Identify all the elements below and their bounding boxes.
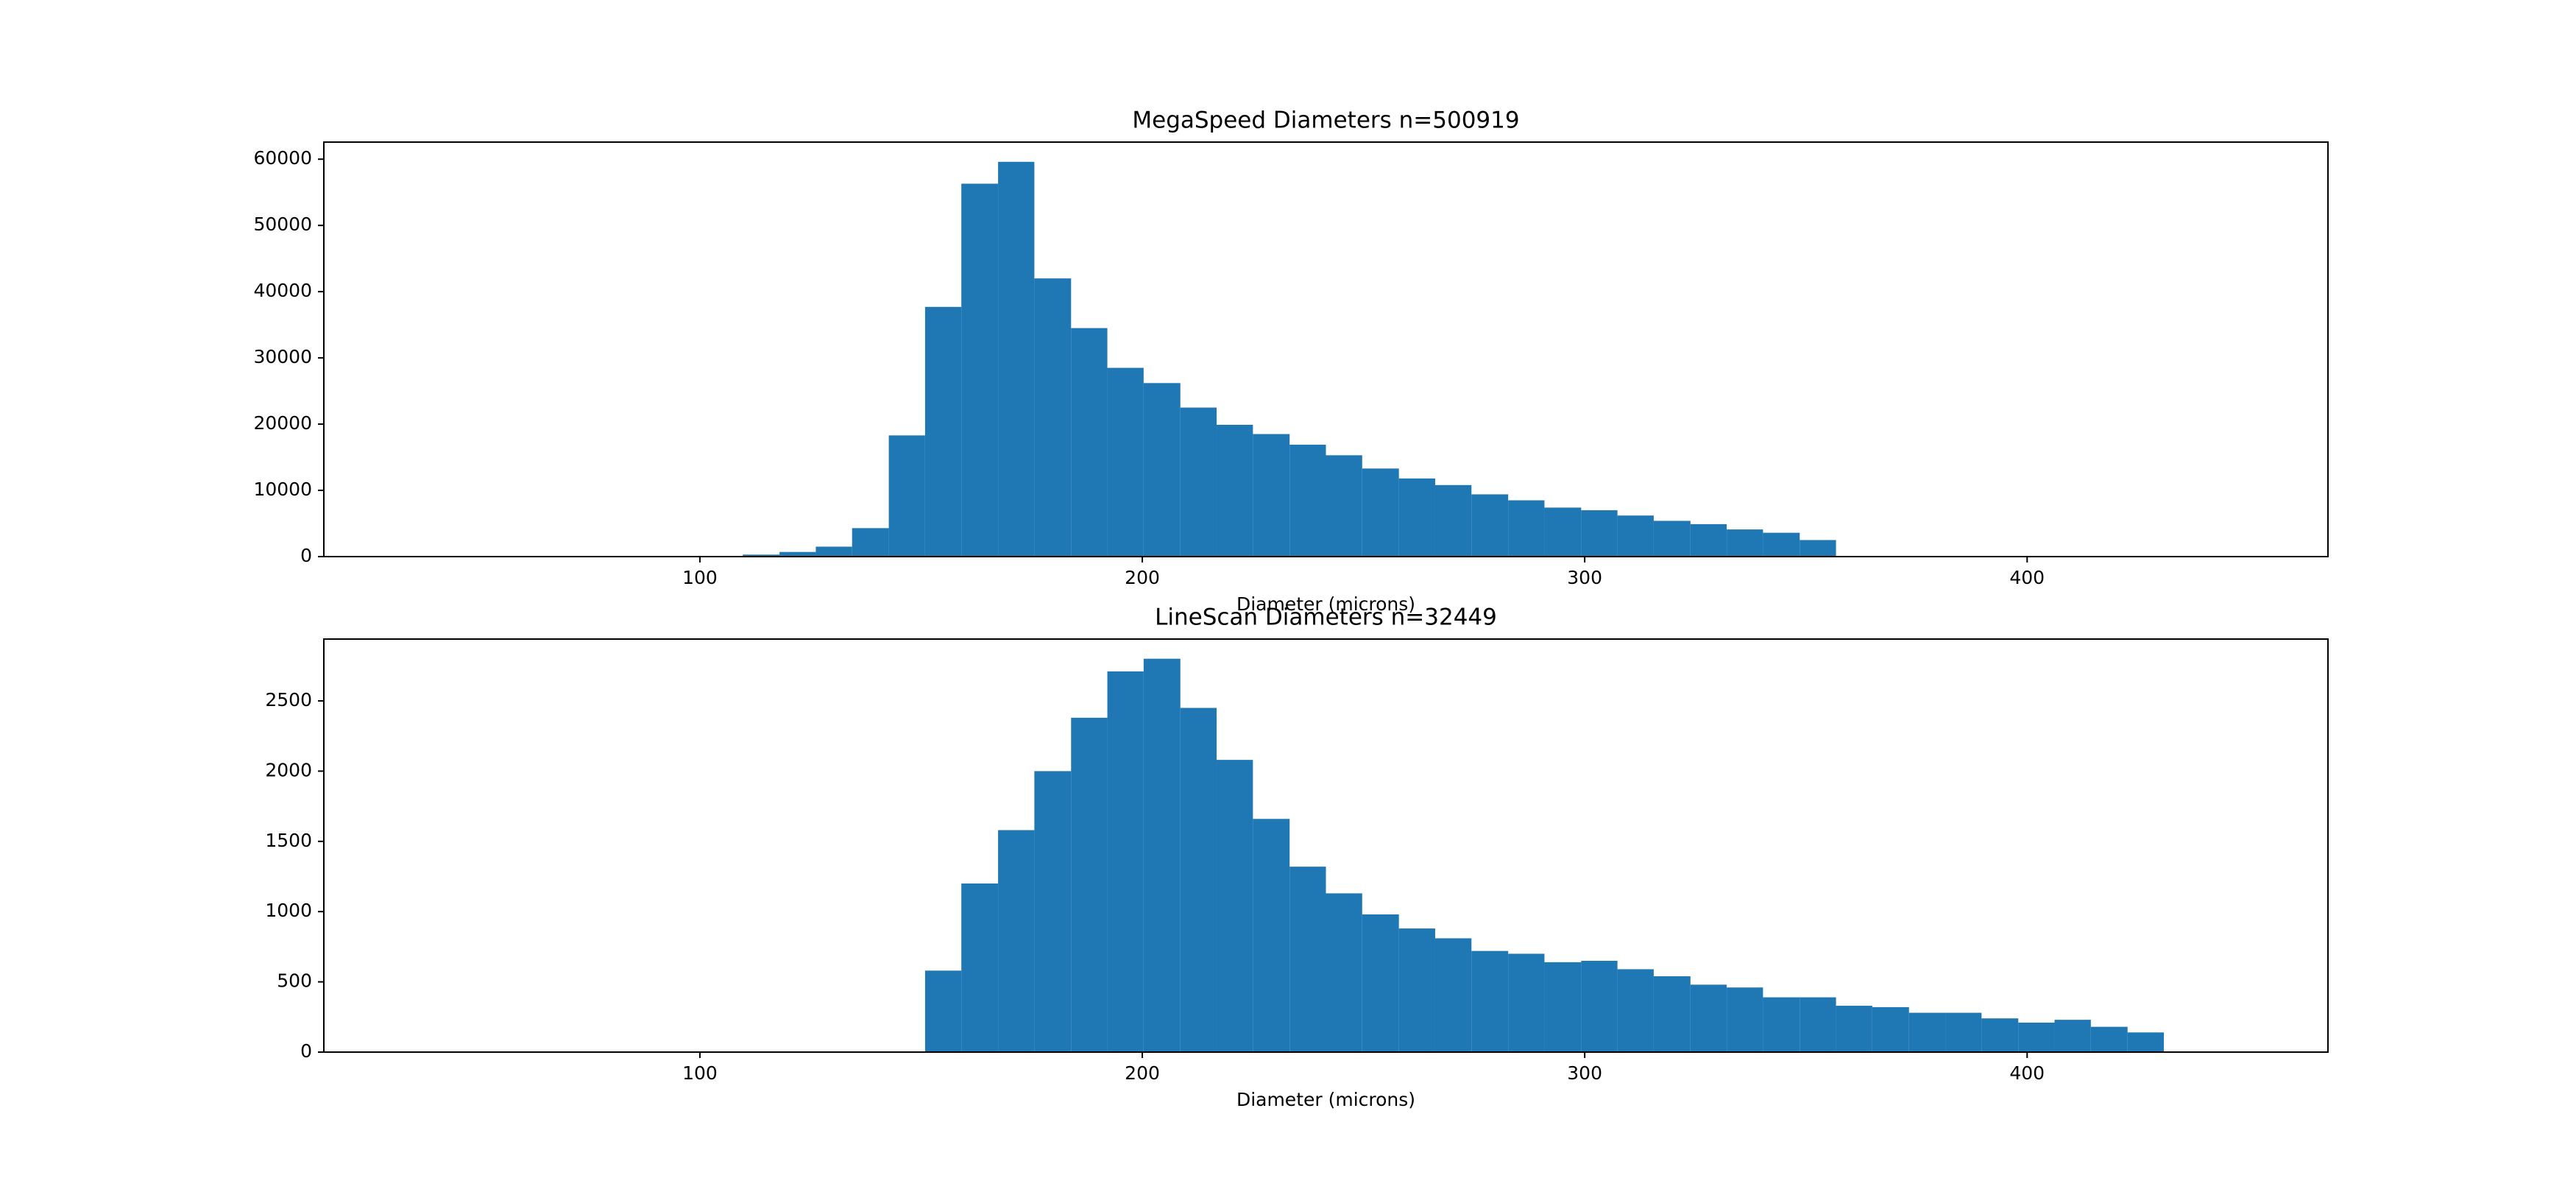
bar [1763,997,1800,1052]
bar [1107,671,1144,1052]
bar [1253,434,1290,557]
bar [1836,1006,1872,1052]
x-tick-label: 300 [1567,567,1602,588]
y-tick-label: 2000 [265,759,312,780]
bar [1945,1012,1982,1052]
x-tick-label: 100 [682,567,718,588]
x-tick-label: 200 [1125,567,1160,588]
axes-frame [323,638,2329,1053]
bar [924,970,962,1052]
chart-title: LineScan Diameters n=32449 [1155,604,1497,631]
bar [1217,424,1253,557]
bar [815,546,852,557]
bar [1617,969,1654,1052]
bar [743,554,780,557]
bar [1434,484,1472,557]
y-tick-label: 1500 [265,830,312,851]
x-tick-label: 100 [682,1062,718,1084]
bar [1690,523,1727,557]
bar [1034,771,1072,1052]
bar [1800,997,1836,1052]
y-tick-label: 50000 [253,214,312,235]
x-tick-label: 400 [2009,567,2045,588]
bar [1143,658,1181,1052]
bar [1471,950,1509,1052]
axes-frame [323,141,2329,557]
bar [2090,1026,2128,1052]
bar [1289,867,1326,1052]
bar [2127,1032,2164,1052]
bar [1071,328,1108,557]
bar [1653,976,1691,1052]
bar [2054,1020,2091,1052]
chart-title: MegaSpeed Diameters n=500919 [1132,107,1519,134]
y-tick-label: 20000 [253,412,312,434]
bar [852,528,889,557]
y-tick-label: 500 [277,970,312,992]
bar [1362,468,1399,557]
bar [1544,507,1582,557]
bar [998,830,1035,1052]
bar [1908,1012,1946,1052]
y-tick-label: 60000 [253,147,312,169]
bar [2018,1022,2055,1052]
bar [1398,928,1435,1052]
bar [1581,960,1618,1052]
bar [1544,962,1582,1052]
x-tick-label: 400 [2009,1062,2045,1084]
bar [1398,478,1435,557]
y-tick-label: 0 [300,545,312,566]
bar [1143,383,1181,557]
bar [1508,500,1545,557]
bar [1872,1006,1909,1052]
bar [1071,717,1108,1052]
bar [1434,938,1472,1052]
bar [1981,1018,2019,1052]
bar [1180,407,1217,557]
bar [1471,494,1509,557]
y-tick-label: 0 [300,1040,312,1062]
bar [1107,367,1144,557]
bar [779,551,816,557]
bar [1034,278,1072,557]
bar [1326,455,1362,557]
bar [1690,984,1727,1052]
bar [1763,532,1800,557]
y-tick-label: 10000 [253,479,312,500]
x-tick-label: 300 [1567,1062,1602,1084]
bar [1180,708,1217,1052]
bar [961,884,999,1052]
bar [1253,819,1290,1052]
bar [1581,510,1618,557]
bar [1727,529,1763,557]
bar [924,306,962,557]
bar [888,435,925,557]
x-axis-label: Diameter (microns) [1236,593,1415,615]
y-tick-label: 40000 [253,280,312,301]
bar [1800,540,1836,557]
x-tick-label: 200 [1125,1062,1160,1084]
bar [1217,760,1253,1052]
bar [998,161,1035,557]
bar [1362,914,1399,1052]
y-tick-label: 30000 [253,346,312,367]
y-tick-label: 1000 [265,900,312,921]
bar [1326,893,1362,1052]
x-axis-label: Diameter (microns) [1236,1089,1415,1110]
y-tick-label: 2500 [265,689,312,710]
bar [1727,987,1763,1052]
bar [1653,521,1691,557]
bar [1289,444,1326,557]
bar [961,183,999,557]
bar [1617,515,1654,557]
bar [1508,953,1545,1052]
